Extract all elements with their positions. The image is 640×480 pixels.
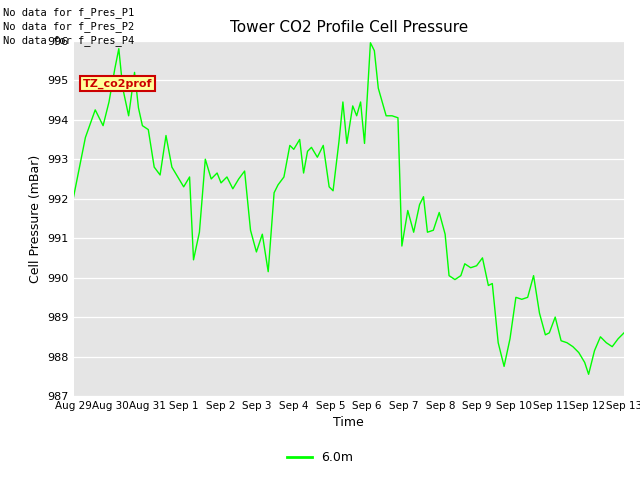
Legend: 6.0m: 6.0m bbox=[282, 446, 358, 469]
Title: Tower CO2 Profile Cell Pressure: Tower CO2 Profile Cell Pressure bbox=[230, 21, 468, 36]
Text: TZ_co2prof: TZ_co2prof bbox=[83, 78, 152, 88]
6.0m bbox=[457, 273, 465, 278]
6.0m bbox=[500, 363, 508, 369]
6.0m bbox=[70, 194, 77, 200]
Text: No data for f_Pres_P1
No data for f_Pres_P2
No data for f_Pres_P4: No data for f_Pres_P1 No data for f_Pres… bbox=[3, 7, 134, 46]
6.0m bbox=[620, 330, 628, 336]
6.0m bbox=[585, 372, 593, 377]
6.0m bbox=[186, 174, 193, 180]
6.0m bbox=[202, 156, 209, 162]
X-axis label: Time: Time bbox=[333, 417, 364, 430]
6.0m bbox=[329, 188, 337, 193]
Line: 6.0m: 6.0m bbox=[74, 43, 624, 374]
6.0m bbox=[545, 330, 553, 336]
Y-axis label: Cell Pressure (mBar): Cell Pressure (mBar) bbox=[29, 154, 42, 283]
6.0m bbox=[367, 40, 374, 46]
